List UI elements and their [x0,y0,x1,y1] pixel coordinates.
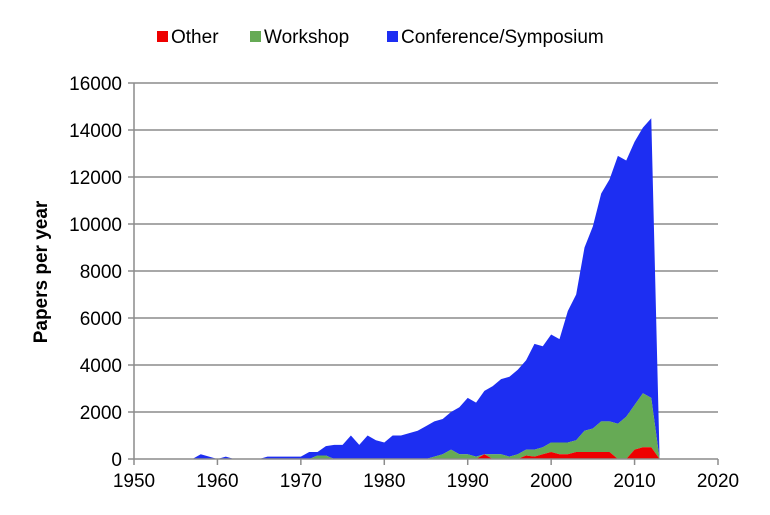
y-tick-label-2000: 2000 [80,403,122,424]
legend-label-conference-symposium: Conference/Symposium [401,27,604,48]
y-tick-label-0: 0 [111,450,122,471]
y-tick-label-14000: 14000 [69,121,122,142]
y-tick-label-16000: 16000 [69,74,122,95]
axes [128,82,719,465]
gridlines [134,82,718,413]
legend-label-workshop: Workshop [264,27,349,48]
x-tick-label-1990: 1990 [447,471,489,492]
y-tick-label-4000: 4000 [80,356,122,377]
y-tick-label-12000: 12000 [69,168,122,189]
legend: Other Workshop Conference/Symposium [157,27,604,48]
x-tick-label-1950: 1950 [113,471,155,492]
y-axis-title: Papers per year [31,200,52,343]
y-tick-label-6000: 6000 [80,309,122,330]
area-workshop [192,393,660,459]
plot-areas [192,118,660,459]
x-tick-label-2000: 2000 [530,471,572,492]
x-tick-label-1980: 1980 [363,471,405,492]
legend-swatch-conference-symposium [387,31,398,42]
x-tick-label-1970: 1970 [280,471,322,492]
y-tick-label-10000: 10000 [69,215,122,236]
x-tick-label-2010: 2010 [613,471,655,492]
area-conference-symposium [192,118,660,459]
legend-swatch-workshop [250,31,261,42]
legend-swatch-other [157,31,168,42]
tick-labels: 0 2000 4000 6000 8000 10000 12000 14000 16000 195… [69,74,739,492]
area-other [192,447,660,459]
legend-label-other: Other [171,27,219,48]
y-tick-label-8000: 8000 [80,262,122,283]
x-tick-label-1960: 1960 [196,471,238,492]
x-tick-label-2020: 2020 [697,471,739,492]
